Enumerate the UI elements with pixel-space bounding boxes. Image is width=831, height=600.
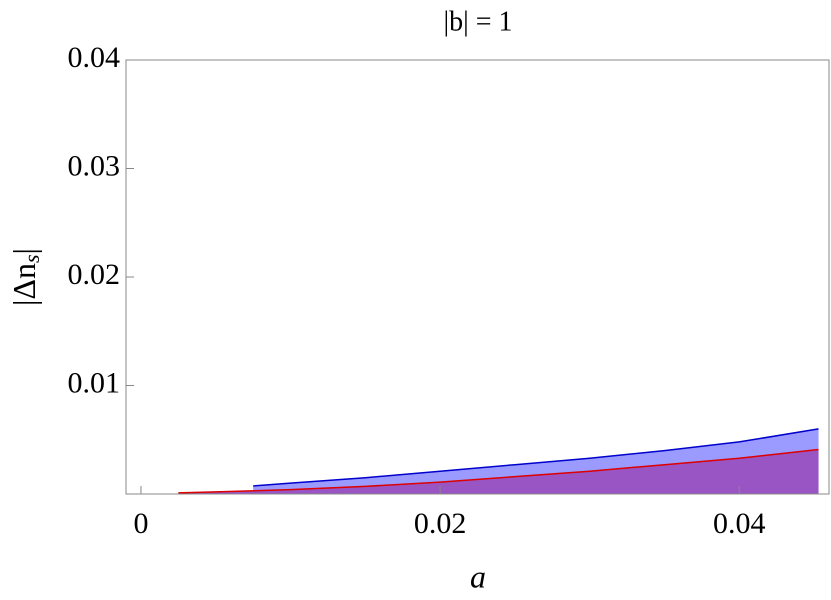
x-tick-label: 0.02 bbox=[414, 507, 467, 540]
y-tick-label: 0.01 bbox=[68, 366, 121, 399]
x-tick-label: 0.04 bbox=[713, 507, 766, 540]
area-line bbox=[178, 448, 819, 494]
y-tick-label: 0.02 bbox=[68, 258, 121, 291]
y-label-subscript: s bbox=[19, 254, 44, 263]
y-tick-label: 0.04 bbox=[68, 41, 121, 74]
x-tick-label: 0 bbox=[133, 507, 148, 540]
area-fill bbox=[178, 449, 819, 494]
y-label-main: |Δn bbox=[6, 263, 42, 306]
chart-title: |b| = 1 bbox=[443, 6, 512, 37]
y-label-close: | bbox=[6, 248, 42, 254]
y-tick-label: 0.03 bbox=[68, 149, 121, 182]
plot-frame bbox=[125, 59, 830, 495]
y-axis-label: |Δns| bbox=[6, 248, 44, 306]
x-axis-label: a bbox=[470, 558, 486, 594]
area-line bbox=[253, 428, 819, 487]
